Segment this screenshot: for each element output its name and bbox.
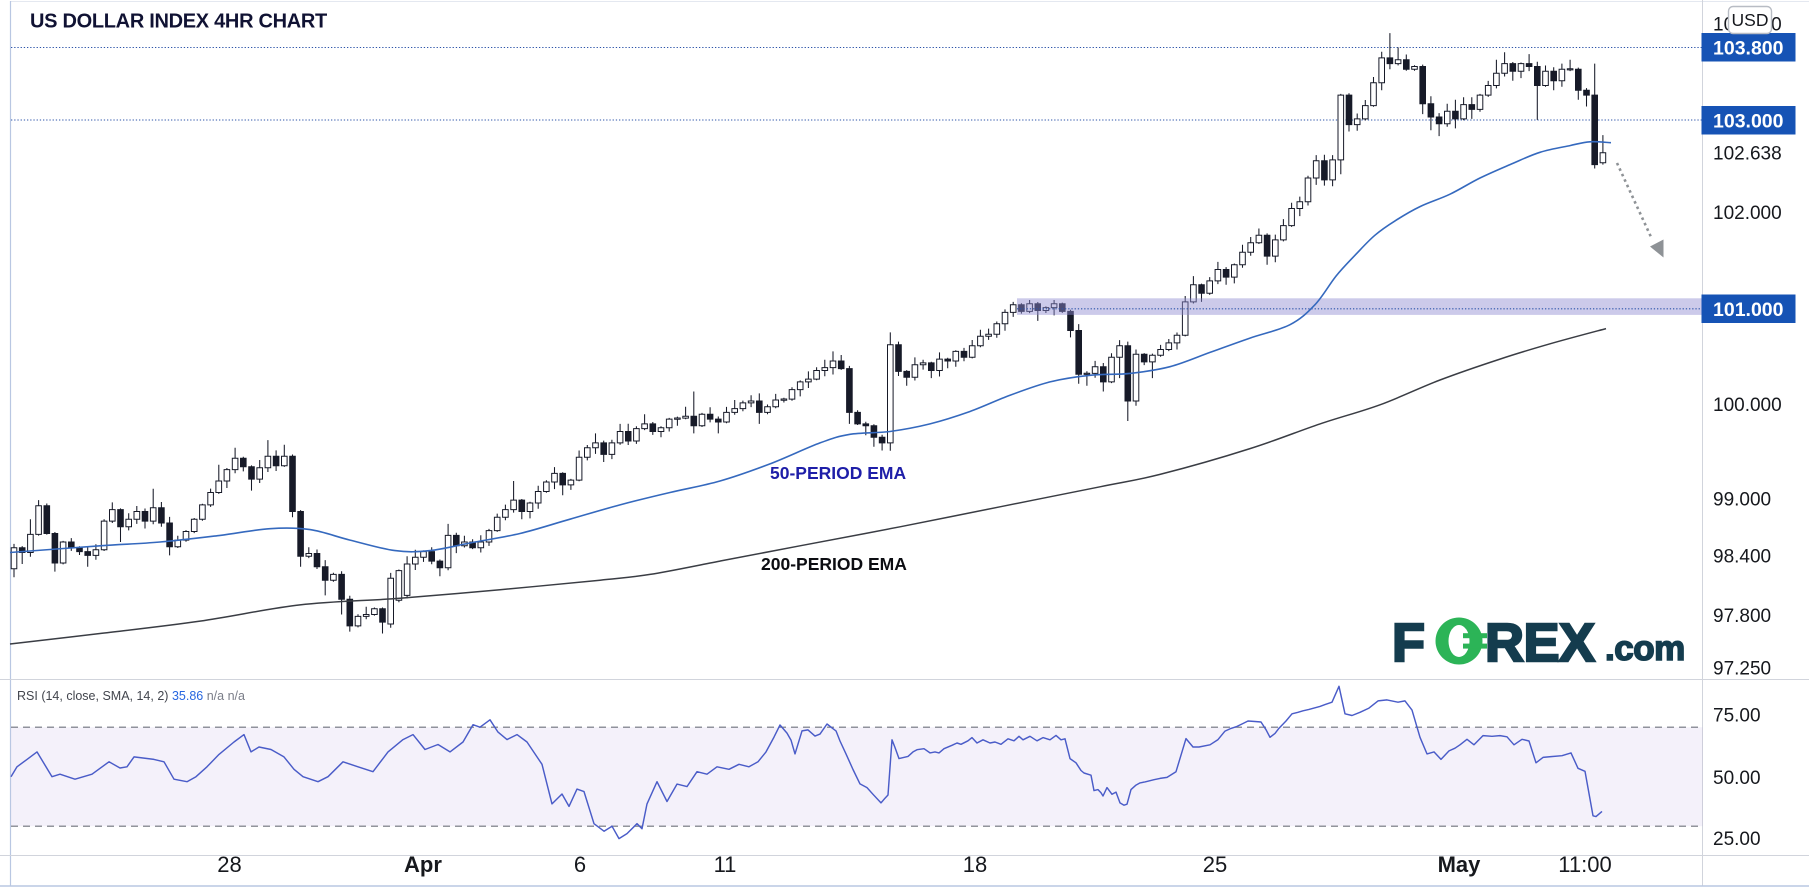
svg-text:98.400: 98.400 [1713,547,1771,568]
svg-text:RSI (14, close, SMA, 14, 2) 35: RSI (14, close, SMA, 14, 2) 35.86 n/a n/… [17,689,245,703]
svg-text:F: F [1392,613,1425,673]
svg-text:75.00: 75.00 [1713,706,1761,727]
svg-text:99.000: 99.000 [1713,490,1771,511]
svg-text:102.638: 102.638 [1713,144,1782,165]
svg-text:18: 18 [963,852,987,877]
svg-text:50.00: 50.00 [1713,768,1761,789]
svg-text:25: 25 [1203,852,1227,877]
svg-text:USD: USD [1732,10,1769,30]
svg-text:11:00: 11:00 [1558,852,1611,877]
svg-text:May: May [1438,852,1482,877]
svg-text:50-PERIOD EMA: 50-PERIOD EMA [770,463,906,483]
svg-text:102.000: 102.000 [1713,203,1782,224]
svg-text:25.00: 25.00 [1713,829,1761,850]
svg-text:200-PERIOD EMA: 200-PERIOD EMA [761,554,907,574]
svg-text:97.250: 97.250 [1713,659,1771,680]
svg-text:100.000: 100.000 [1713,395,1782,416]
svg-text:US DOLLAR INDEX 4HR CHART: US DOLLAR INDEX 4HR CHART [30,11,327,33]
svg-text:6: 6 [574,852,586,877]
svg-text:11: 11 [714,852,737,877]
svg-text:.com: .com [1605,629,1685,668]
svg-text:Apr: Apr [404,852,442,877]
svg-text:101.000: 101.000 [1713,299,1784,321]
svg-text:REX: REX [1485,613,1595,673]
svg-text:103.800: 103.800 [1713,38,1784,60]
svg-text:103.000: 103.000 [1713,111,1784,133]
svg-text:97.800: 97.800 [1713,606,1771,627]
svg-text:28: 28 [217,852,241,877]
